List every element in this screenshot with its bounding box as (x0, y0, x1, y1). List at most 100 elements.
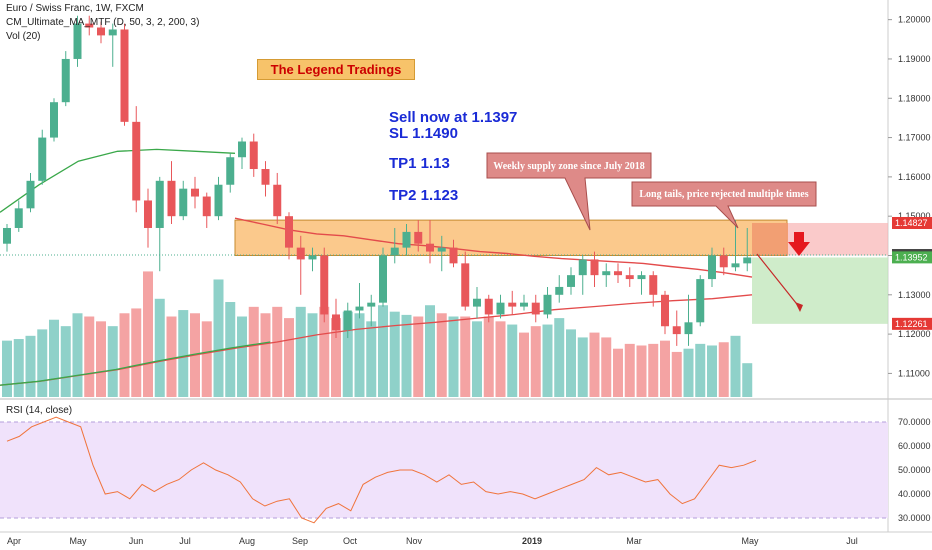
volume-bar (566, 329, 576, 397)
candle-down (426, 243, 434, 252)
candle-up (355, 306, 364, 311)
volume-bar (718, 342, 729, 397)
volume-bar (237, 316, 247, 397)
time-axis-label: Apr (7, 536, 21, 546)
volume-bar (413, 316, 424, 397)
candle-down (649, 275, 658, 295)
candle-up (108, 29, 117, 36)
price-axis-label: 1.12000 (898, 329, 931, 339)
candle-down (484, 298, 493, 315)
candle-down (590, 259, 599, 276)
price-axis-label: 1.16000 (898, 172, 931, 182)
volume-bar (695, 343, 706, 397)
candle-down (144, 200, 152, 228)
candle-up (543, 294, 552, 315)
indicator-vol-label[interactable]: Vol (20) (6, 31, 41, 42)
volume-bar (554, 318, 565, 397)
candle-down (132, 121, 141, 201)
ma-fast-line (234, 217, 753, 278)
trade-tp2-text: TP2 1.123 (389, 187, 459, 204)
price-tag-green: 1.13952 (892, 251, 932, 264)
chart-symbol-title: Euro / Swiss Franc, 1W, FXCM (6, 3, 144, 14)
volume-bar (166, 316, 177, 397)
volume-bar (284, 318, 294, 397)
candle-up (637, 275, 646, 280)
volume-bar (119, 313, 130, 397)
candle-up (73, 23, 82, 59)
candle-down (332, 314, 340, 331)
candle-down (167, 180, 176, 217)
candle-up (308, 255, 317, 260)
volume-bar (307, 313, 318, 397)
candle-up (61, 58, 70, 103)
volume-bar (107, 326, 118, 397)
candle-up (567, 275, 575, 287)
callout-tails-shape (631, 181, 817, 229)
volume-bar (542, 324, 553, 397)
price-axis-label: 1.19000 (898, 54, 931, 64)
ma-green-upper-line (0, 148, 236, 213)
candle-down (625, 275, 634, 280)
time-axis-label: Mar (626, 536, 642, 546)
candle-down (85, 23, 94, 28)
price-axis-label: 1.13000 (898, 290, 931, 300)
volume-bar (472, 321, 482, 397)
volume-bar (483, 316, 494, 397)
volume-bar (84, 316, 95, 397)
price-tag-label: 1.12261 (895, 319, 928, 329)
volume-bar (331, 318, 341, 397)
volume-bar (378, 305, 388, 397)
candle-up (3, 227, 11, 244)
candle-down (320, 255, 329, 315)
volume-bar (25, 335, 36, 397)
volume-bar (72, 313, 83, 397)
volume-bar (671, 351, 682, 397)
candle-up (731, 263, 740, 268)
volume-bar (495, 321, 506, 397)
volume-bar (37, 329, 48, 397)
rsi-axis-label: 40.0000 (898, 489, 931, 499)
rsi-axis-label: 30.0000 (898, 513, 931, 523)
volume-bar (154, 298, 165, 397)
candle-down (202, 196, 211, 217)
volume-bar (425, 305, 435, 397)
take-profit-zone (752, 257, 888, 324)
volume-bar (389, 311, 400, 397)
volume-bar (436, 313, 447, 397)
candle-down (285, 216, 293, 248)
candle-up (367, 302, 376, 307)
rsi-axis-label: 50.0000 (898, 465, 931, 475)
time-axis-label: Sep (292, 536, 308, 546)
ma-slow-green-segment (0, 341, 271, 386)
trade-tp1-text: TP1 1.13 (389, 155, 450, 172)
volume-bar (601, 337, 612, 397)
candle-up (238, 141, 246, 158)
volume-bar (319, 306, 330, 397)
candle-down (120, 29, 129, 122)
candle-up (696, 279, 705, 323)
volume-bar (683, 348, 694, 397)
volume-bar (648, 343, 659, 397)
indicator-ma-label[interactable]: CM_Ultimate_MA_MTF (D, 50, 3, 2, 200, 3) (6, 17, 200, 28)
indicator-rsi-label[interactable]: RSI (14, close) (6, 405, 73, 416)
volume-bar (143, 271, 153, 397)
volume-bar (49, 319, 59, 397)
price-tag-red: 1.14827 (892, 216, 932, 229)
volume-bar (295, 306, 306, 397)
volume-bar (530, 326, 541, 397)
candle-down (449, 247, 458, 264)
candle-down (461, 263, 470, 307)
candle-up (602, 271, 611, 276)
candle-down (661, 294, 669, 327)
callout-tails-text: Long tails, price rejected multiple time… (639, 189, 808, 200)
callout-supply-shape (486, 152, 652, 231)
volume-bar (613, 348, 623, 397)
candle-up (50, 102, 58, 138)
volume-bar (589, 332, 600, 397)
candle-down (614, 271, 622, 276)
price-tag-label: 1.14827 (895, 218, 928, 228)
volume-bar (2, 340, 12, 397)
time-axis-label: May (69, 536, 87, 546)
zone-overlap (752, 222, 788, 256)
